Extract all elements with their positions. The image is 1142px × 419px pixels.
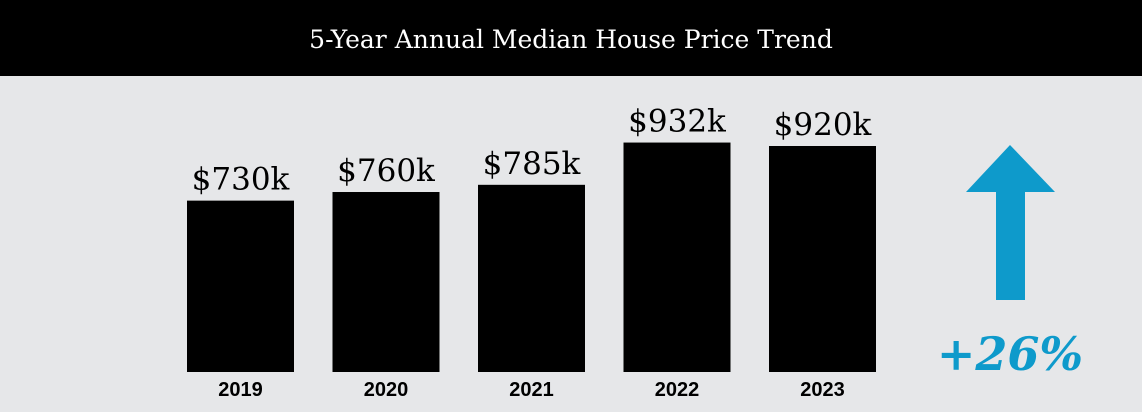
x-tick-label: 2022 bbox=[655, 379, 700, 401]
up-arrow bbox=[966, 145, 1055, 300]
value-label: $730k bbox=[192, 162, 290, 198]
arrow-shaft bbox=[996, 190, 1025, 300]
bar bbox=[187, 200, 294, 372]
value-label: $760k bbox=[337, 153, 435, 189]
x-tick-label: 2019 bbox=[218, 379, 263, 401]
bar bbox=[478, 184, 585, 372]
bar bbox=[332, 192, 440, 372]
x-tick-label: 2021 bbox=[509, 379, 554, 401]
bar bbox=[623, 142, 731, 372]
change-annotation: +26% bbox=[937, 327, 1083, 381]
value-label: $785k bbox=[483, 146, 581, 182]
x-tick-label: 2020 bbox=[364, 379, 409, 401]
value-label: $920k bbox=[774, 107, 872, 143]
header-bar bbox=[0, 0, 1142, 76]
bar bbox=[769, 146, 876, 372]
x-tick-label: 2023 bbox=[800, 379, 845, 401]
arrow-head bbox=[966, 145, 1055, 192]
value-label: $932k bbox=[628, 104, 726, 140]
chart-title: 5-Year Annual Median House Price Trend bbox=[309, 25, 833, 54]
